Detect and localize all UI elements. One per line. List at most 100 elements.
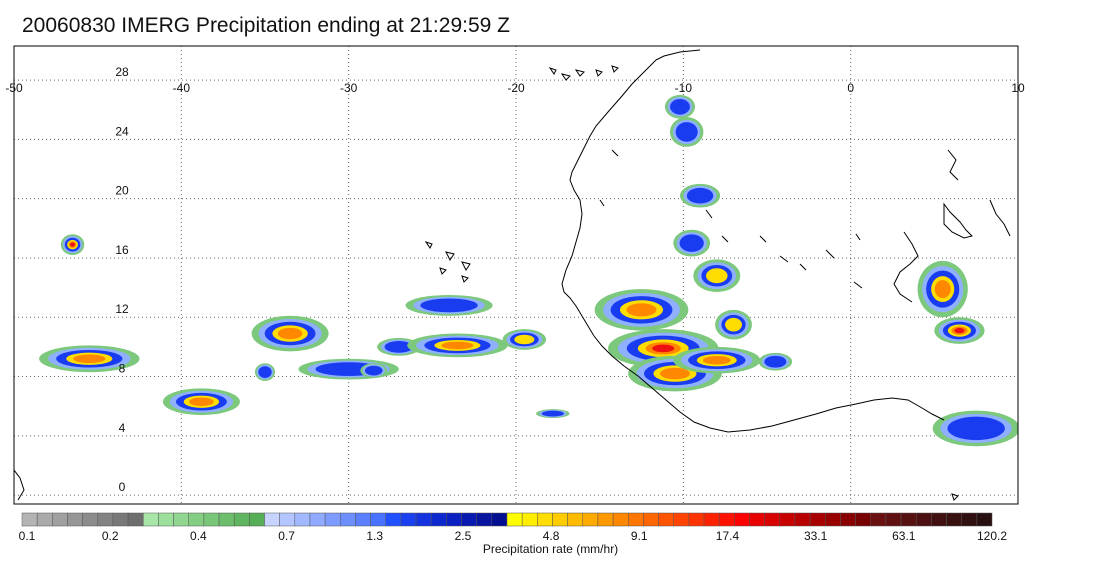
lat-tick-label: 28 [115,65,129,79]
rain-cell-level [514,334,535,345]
colorbar-swatch [249,512,265,527]
colorbar-swatch [188,512,205,527]
lon-tick-label: 10 [1011,81,1025,95]
rain-cell [405,295,493,316]
colorbar-swatch [749,512,765,527]
colorbar-swatch [279,512,296,527]
rain-cell [251,315,329,352]
rain-cell-level [384,341,414,353]
south-american-coast [14,469,25,501]
rain-cell [673,229,711,257]
colorbar-swatch [491,512,508,527]
colorbar-swatch [718,512,735,527]
rain-cell [917,260,968,318]
colorbar-swatch [915,512,932,527]
colorbar-swatch [794,512,811,527]
rain-cell-level [364,365,383,376]
rain-cell [932,410,1018,447]
colorbar-swatch [597,512,614,527]
cape-verde-islands [424,241,471,283]
gulf-of-guinea-island [951,493,959,501]
colorbar-swatch [567,512,584,527]
rain-cell [377,337,421,356]
axis-labels: -50 -40 -30 -20 -10 0 10 28 24 20 16 12 8 4 0 [5,65,1025,494]
rain-cell [360,363,388,379]
colorbar-swatch [52,512,68,527]
rain-cell-level [652,344,675,353]
rain-cell [162,388,240,416]
colorbar-swatch [21,512,38,527]
lon-tick-label: -30 [340,81,358,95]
inland-outline-west [599,149,807,271]
rain-cell-level [441,341,474,350]
rain-cell [254,363,276,381]
colorbar-swatch [233,512,250,527]
inland-outline-east [893,231,919,303]
rain-cell [679,183,721,208]
sahara-outline [825,149,1011,289]
colorbar-swatch [340,512,356,527]
colorbar-swatch [779,512,796,527]
rain-cell-level [70,242,75,247]
rain-cell-level [954,327,965,334]
colorbar-swatch [612,512,629,527]
rain-cell [715,309,752,340]
colorbar-swatch [537,512,553,527]
rain-cell [594,289,689,331]
colorbar-swatch [931,512,947,527]
colorbar-caption: Precipitation rate (mm/hr) [482,542,619,556]
africa-coastline [561,59,945,433]
colorbar-swatch [203,512,220,527]
colorbar-swatch [552,512,568,527]
colorbar-swatch [415,512,432,527]
rain-cell-level [420,298,478,313]
inland-lake-outline [943,202,973,239]
rain-cell-level [626,303,657,317]
colorbar-tick-label: 63.1 [892,529,916,543]
rain-cell [502,329,547,350]
colorbar-swatch [430,512,447,527]
rain-cell-level [725,317,743,332]
colorbar-tick-label: 0.1 [19,529,36,543]
colorbar-swatch [506,512,523,527]
rain-cell-level [947,416,1005,441]
rain-cell-level [670,98,690,115]
colorbar-swatch [127,512,144,527]
colorbar-swatch [82,512,99,527]
rain-cell [60,234,85,255]
rain-cells [39,94,1018,447]
colorbar-tick-label: 33.1 [804,529,828,543]
lat-tick-label: 24 [115,124,129,138]
rain-cell [407,333,508,358]
rain-cell [536,409,570,419]
colorbar-swatch [688,512,705,527]
colorbar-swatch [143,512,159,527]
colorbar-swatch [173,512,189,527]
rain-cell-level [277,327,303,340]
lat-tick-label: 20 [115,184,129,198]
colorbar-swatch [461,512,477,527]
colorbar-swatch [400,512,417,527]
colorbar-tick-label: 0.7 [278,529,295,543]
colorbar-swatch [36,512,53,527]
rain-cell [39,345,140,373]
lat-tick-label: 12 [115,302,129,316]
colorbar-swatch [855,512,871,527]
colorbar-swatch [158,512,174,527]
colorbar-swatch [673,512,690,527]
rain-cell [934,317,985,344]
rain-cell-level [686,187,714,204]
colorbar-swatch [370,512,386,527]
colorbar-swatch [446,512,462,527]
lon-tick-label: -20 [507,81,525,95]
map-frame [13,45,1019,505]
colorbar-swatch [703,512,720,527]
colorbar-tick-label: 9.1 [631,529,648,543]
lon-tick-label: 0 [847,81,854,95]
africa-coastline-north [655,49,701,61]
colorbar-swatch [809,512,826,527]
rain-cell-level [934,280,951,299]
colorbar-swatch [658,512,674,527]
colorbar-swatch [218,512,235,527]
